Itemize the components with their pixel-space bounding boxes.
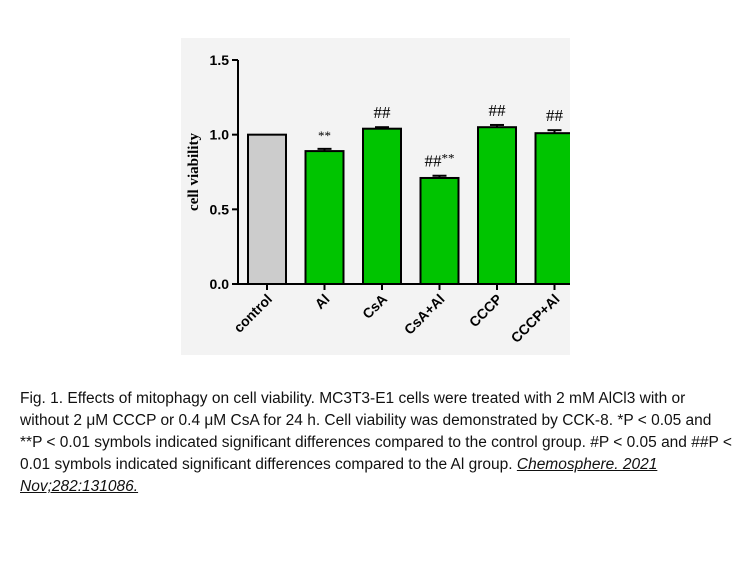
y-axis-label: cell viability [186, 133, 202, 211]
bar-chart: 0.0 0.5 1.0 1.5 cell viability control ** Al ## C… [186, 52, 570, 346]
x-tick-label: CsA+Al [401, 291, 448, 338]
bar-control [247, 133, 287, 285]
chart-panel: 0.0 0.5 1.0 1.5 cell viability control ** Al ## C… [181, 38, 570, 355]
figure-caption: Fig. 1. Effects of mitophagy on cell via… [20, 388, 736, 498]
bar-csa-plus-al [419, 176, 460, 285]
y-tick-label: 1.0 [210, 127, 230, 143]
y-tick-label: 0.5 [210, 201, 230, 217]
x-tick-label: CsA [359, 291, 390, 322]
x-tick-label: Al [311, 291, 332, 312]
y-tick-label: 0.0 [210, 276, 230, 292]
x-tick-label: CCCP [466, 291, 505, 330]
bar-al [304, 150, 345, 285]
bar-csa [362, 127, 402, 286]
caption-text: Fig. 1. Effects of mitophagy on cell via… [20, 390, 732, 473]
x-tick-label: CCCP+Al [508, 291, 563, 346]
significance-annotation: ##** [425, 151, 455, 171]
significance-annotation: ## [489, 101, 507, 120]
bar-cccp [477, 126, 517, 285]
bar-cccp-plus-al [534, 132, 570, 285]
x-tick-label: control [230, 291, 275, 336]
significance-annotation: ** [318, 128, 331, 143]
significance-annotation: ## [546, 106, 564, 125]
y-tick-label: 1.5 [210, 52, 230, 68]
significance-annotation: ## [374, 103, 392, 122]
caption-citation[interactable]: Chemosphere. 2021 Nov;282:131086. [20, 456, 658, 495]
